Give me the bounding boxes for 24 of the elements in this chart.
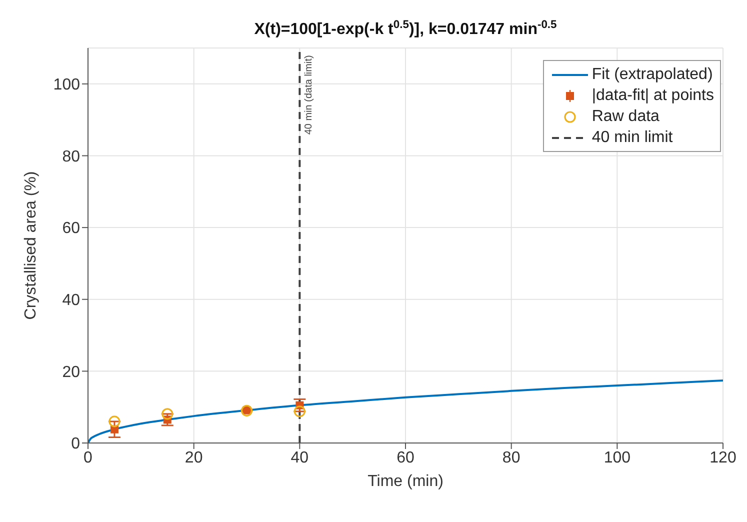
point [108, 416, 120, 428]
legend-label: Raw data [592, 107, 660, 127]
y-tick-label: 20 [62, 364, 80, 381]
x-tick-label: 20 [184, 449, 203, 466]
x-tick-label: 40 [290, 449, 309, 466]
y-tick-label: 100 [53, 76, 80, 94]
legend-label: 40 min limit [592, 128, 673, 148]
legend-label: |data-fit| at points [592, 86, 714, 106]
y-tick-label: 80 [62, 148, 80, 166]
chart-title: X(t)=100[1-exp(-k t$^{0.5}$)], k=0.01747 min$^{-0.5}$ [254, 19, 557, 38]
x-axis-title: Time (min) [368, 473, 444, 490]
legend-label: Fit (extrapolated) [592, 65, 713, 85]
y-tick-label: 60 [62, 220, 80, 238]
point [162, 408, 174, 420]
x-tick-label: 120 [710, 449, 736, 466]
y-tick-label: 40 [62, 292, 80, 310]
y-axis-title: Crystallised area (%) [22, 171, 40, 320]
x-tick-label: 60 [396, 449, 414, 466]
x-tick-label: 0 [84, 449, 93, 466]
y-tick-label: 0 [71, 436, 80, 453]
x-tick-label: 100 [604, 449, 631, 466]
x-tick-label: 80 [502, 449, 520, 466]
point [294, 406, 306, 418]
annotation: 40 min (data limit) [304, 55, 315, 135]
